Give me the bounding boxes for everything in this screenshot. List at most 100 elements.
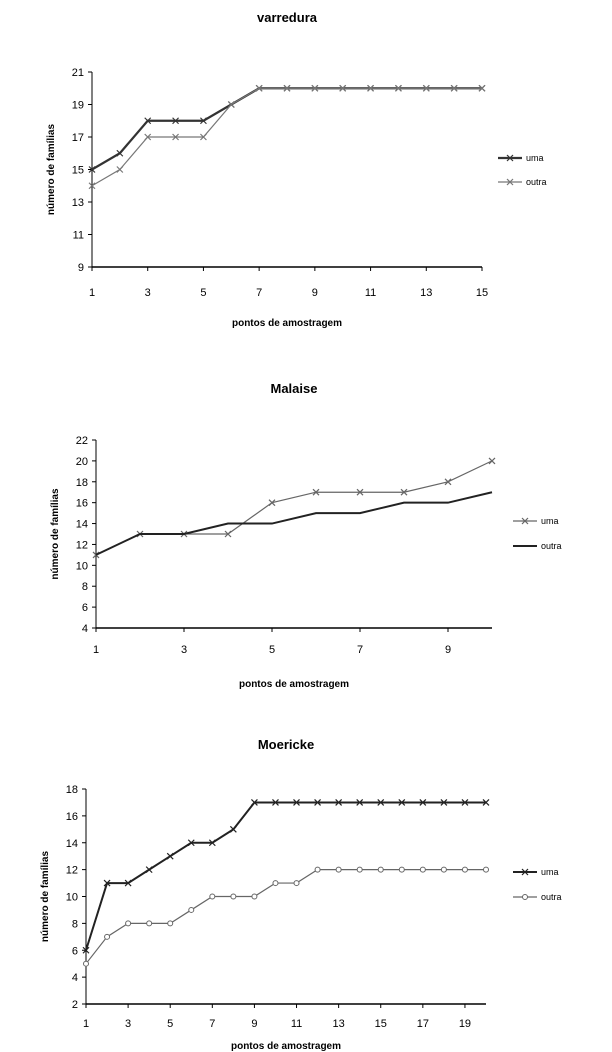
data-point <box>398 866 405 873</box>
y-tick-label: 14 <box>76 519 88 531</box>
y-tick-label: 12 <box>76 539 88 551</box>
series-outra <box>83 866 489 967</box>
legend-label: uma <box>541 867 559 877</box>
x-tick-label: 7 <box>209 1018 215 1030</box>
data-point <box>335 799 343 806</box>
data-point <box>146 920 153 927</box>
data-point <box>145 866 153 874</box>
legend-entry: outra <box>498 177 547 187</box>
legend-marker <box>522 894 528 900</box>
data-point <box>124 879 132 887</box>
series-uma <box>88 84 486 173</box>
series-uma <box>92 457 496 559</box>
data-point <box>272 880 279 887</box>
x-tick-label: 9 <box>445 644 451 656</box>
data-point <box>144 117 152 125</box>
data-point <box>419 866 426 873</box>
y-tick-label: 22 <box>76 435 88 447</box>
data-point <box>450 84 458 92</box>
series-line <box>95 491 493 556</box>
data-point <box>283 84 291 92</box>
x-tick-label: 5 <box>200 287 206 299</box>
data-point <box>356 866 363 873</box>
x-tick-label: 17 <box>417 1018 429 1030</box>
data-point <box>200 117 207 125</box>
x-tick-label: 13 <box>420 287 432 299</box>
chart-title: Moericke <box>258 737 314 752</box>
x-tick-label: 7 <box>256 287 262 299</box>
data-point <box>227 101 235 108</box>
data-point <box>356 799 364 806</box>
data-point <box>314 799 322 806</box>
x-tick-label: 19 <box>459 1018 471 1030</box>
y-tick-label: 19 <box>72 100 84 112</box>
series-outra <box>95 491 493 556</box>
data-point <box>461 866 468 873</box>
data-point <box>116 149 124 157</box>
legend-marker <box>506 154 514 162</box>
legend-label: outra <box>541 541 562 551</box>
data-point <box>440 799 448 806</box>
data-point <box>314 866 321 873</box>
legend-entry: outra <box>513 892 562 902</box>
y-tick-label: 6 <box>82 602 88 614</box>
data-point <box>88 182 96 190</box>
data-point <box>339 84 347 92</box>
series-outra <box>88 84 486 190</box>
y-tick-label: 18 <box>66 784 78 796</box>
legend-label: uma <box>526 153 544 163</box>
data-point <box>483 866 489 873</box>
x-tick-label: 9 <box>251 1018 257 1030</box>
data-point <box>293 880 300 887</box>
legend-label: outra <box>526 177 547 187</box>
data-point <box>208 839 216 847</box>
data-point <box>167 920 174 927</box>
data-point <box>440 866 447 873</box>
data-point <box>488 457 496 465</box>
y-tick-label: 4 <box>82 623 88 635</box>
legend-entry: uma <box>513 516 559 526</box>
data-point <box>461 799 469 806</box>
data-point <box>312 488 320 496</box>
data-point <box>311 84 319 92</box>
data-point <box>367 84 374 92</box>
y-tick-label: 2 <box>72 999 78 1011</box>
data-point <box>422 84 430 92</box>
y-tick-label: 20 <box>76 456 88 468</box>
y-tick-label: 8 <box>82 581 88 593</box>
legend-marker <box>506 178 514 186</box>
x-tick-label: 9 <box>312 287 318 299</box>
series-line <box>85 869 486 965</box>
chart-panel-moericke: Moericke 2 4 6 8 10 12 14 16 18 1 3 5 7 9 11 13 15 17 19 pon… <box>0 715 612 1052</box>
data-point <box>268 499 276 507</box>
chart-panel-varredura: varredura 9 11 13 15 17 19 21 1 3 5 7 9 11 13 15 pontos … <box>0 0 612 335</box>
x-tick-label: 3 <box>145 287 151 299</box>
y-tick-label: 14 <box>66 838 78 850</box>
y-tick-label: 8 <box>72 918 78 930</box>
data-point <box>166 852 174 860</box>
data-point <box>272 799 279 806</box>
y-tick-label: 16 <box>66 811 78 823</box>
y-axis-label: número de famílias <box>50 488 61 580</box>
data-point <box>293 799 300 806</box>
data-point <box>400 488 408 496</box>
data-point <box>104 933 111 940</box>
data-point <box>478 84 486 92</box>
data-point <box>209 893 216 900</box>
x-tick-label: 11 <box>291 1018 302 1030</box>
y-tick-label: 16 <box>76 498 88 510</box>
data-point <box>444 478 452 486</box>
x-tick-label: 13 <box>333 1018 345 1030</box>
data-point <box>83 960 89 967</box>
y-tick-label: 21 <box>72 67 84 79</box>
legend-entry: uma <box>498 153 544 163</box>
x-tick-label: 5 <box>269 644 275 656</box>
data-point <box>224 530 232 538</box>
y-tick-label: 15 <box>72 165 84 177</box>
legend-marker <box>521 517 529 525</box>
x-tick-label: 11 <box>365 287 376 299</box>
data-point <box>398 799 406 806</box>
x-tick-label: 3 <box>125 1018 131 1030</box>
x-axis-label: pontos de amostragem <box>239 679 349 690</box>
chart-malaise: Malaise 4 6 8 10 12 14 16 18 20 22 1 3 5 7 9 pontos de a… <box>50 381 562 690</box>
